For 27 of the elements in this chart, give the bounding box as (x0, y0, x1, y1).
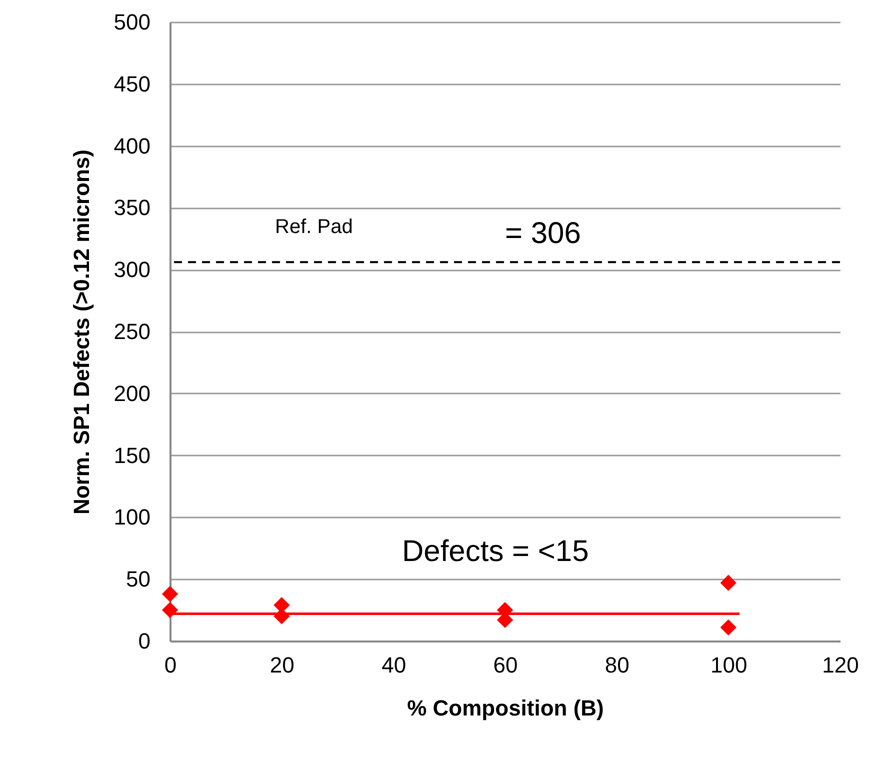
y-tick-label: 50 (126, 566, 150, 592)
x-tick-label: 80 (604, 652, 630, 678)
y-tick-label: 350 (114, 195, 150, 220)
x-tick-label: 0 (164, 652, 177, 678)
x-tick-label: 60 (493, 652, 518, 678)
y-axis-title: Norm. SP1 Defects (>0.12 microns) (68, 150, 94, 514)
annotation: Ref. Pad (275, 216, 353, 238)
point (720, 619, 736, 636)
x-tick-label: 20 (270, 652, 294, 678)
y-tick-label: 100 (114, 504, 150, 530)
y-tick-label: 150 (114, 442, 150, 468)
y-tick-label: 500 (114, 10, 150, 34)
point (162, 586, 178, 602)
annotation: Defects = <15 (402, 535, 589, 568)
y-tick-label: 0 (138, 628, 150, 654)
point (162, 602, 178, 618)
annotation: = 306 (505, 217, 581, 250)
y-tick-label: 200 (114, 380, 150, 406)
y-tick-label: 400 (114, 133, 150, 158)
point (720, 574, 736, 591)
x-tick-label: 120 (822, 652, 859, 678)
y-tick-label: 450 (114, 71, 150, 96)
y-tick-label: 300 (114, 257, 150, 282)
y-tick-label: 250 (114, 319, 150, 344)
x-axis-title: % Composition (B) (407, 696, 604, 720)
x-tick-label: 40 (382, 652, 406, 678)
x-tick-label: 100 (710, 652, 748, 678)
